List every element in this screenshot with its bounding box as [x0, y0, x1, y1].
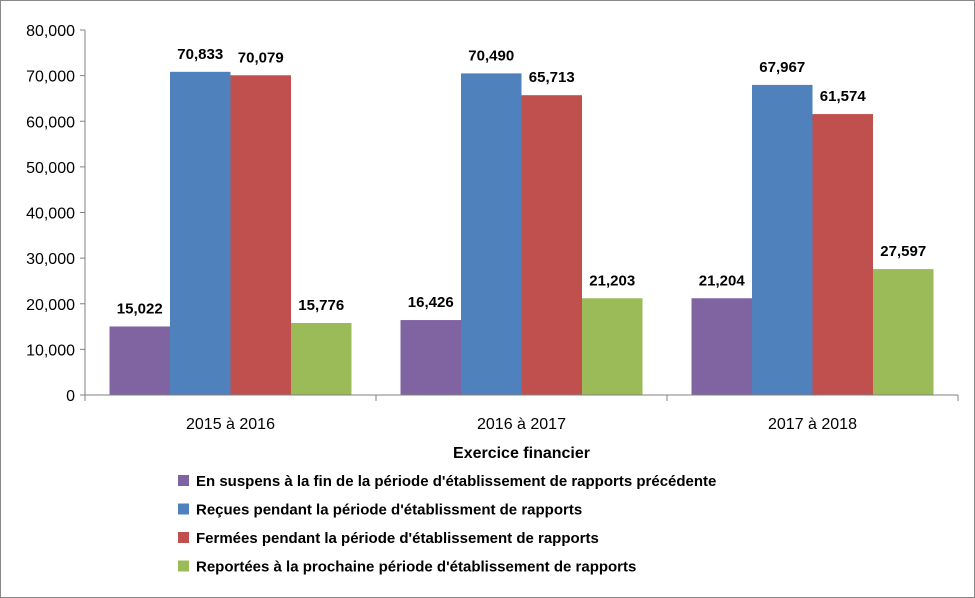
bar: [812, 114, 873, 395]
y-tick-label: 60,000: [26, 114, 75, 131]
legend-swatch: [178, 532, 189, 543]
x-axis-title: Exercice financier: [453, 445, 590, 462]
legend-label: Reportées à la prochaine période d'établ…: [196, 559, 636, 576]
x-tick-label: 2015 à 2016: [186, 416, 275, 433]
y-tick-label: 80,000: [26, 23, 75, 40]
legend-swatch: [178, 475, 189, 486]
legend-label: Reçues pendant la période d'établissment…: [196, 502, 582, 519]
bar: [109, 326, 170, 395]
data-label: 70,490: [468, 47, 514, 64]
data-label: 15,022: [117, 300, 163, 317]
bar: [521, 95, 582, 395]
data-label: 21,203: [589, 272, 635, 289]
bar: [291, 323, 352, 395]
bar: [400, 320, 461, 395]
x-tick-label: 2016 à 2017: [477, 416, 566, 433]
y-axis: 0 10,000 20,000 30,000 40,000 50,000 60,000 70,…: [26, 23, 86, 405]
data-label: 70,079: [238, 49, 284, 66]
x-axis: 2015 à 2016 2016 à 2017 2017 à 2018: [84, 394, 959, 433]
bar: [873, 269, 934, 395]
legend-label: En suspens à la fin de la période d'étab…: [196, 473, 716, 490]
data-label: 27,597: [880, 243, 926, 260]
legend-label: Fermées pendant la période d'établisseme…: [196, 530, 599, 547]
legend-swatch: [178, 560, 189, 572]
bar: [691, 298, 752, 395]
y-tick-label: 10,000: [26, 342, 75, 359]
data-label: 65,713: [529, 69, 575, 86]
data-label: 61,574: [820, 88, 867, 105]
bar: [170, 71, 231, 396]
data-label: 67,967: [759, 59, 805, 76]
data-label: 16,426: [408, 294, 454, 311]
bar: [230, 75, 291, 396]
legend-swatch: [178, 503, 189, 515]
legend: En suspens à la fin de la période d'étab…: [178, 473, 716, 576]
x-tick-label: 2017 à 2018: [768, 416, 857, 433]
data-label: 21,204: [699, 272, 746, 289]
y-tick-label: 70,000: [26, 69, 75, 86]
y-tick-label: 20,000: [26, 297, 75, 314]
data-label: 70,833: [177, 46, 223, 63]
data-label: 15,776: [298, 297, 344, 314]
y-tick-label: 30,000: [26, 251, 75, 268]
y-tick-label: 50,000: [26, 160, 75, 177]
y-tick-label: 0: [66, 388, 75, 405]
bar: [461, 73, 522, 395]
bar: [582, 298, 643, 395]
y-tick-label: 40,000: [26, 206, 75, 223]
bars: 15,022 70,833 70,079 15,776 16,426 70,490 65,7…: [109, 46, 934, 396]
bar: [752, 84, 813, 395]
